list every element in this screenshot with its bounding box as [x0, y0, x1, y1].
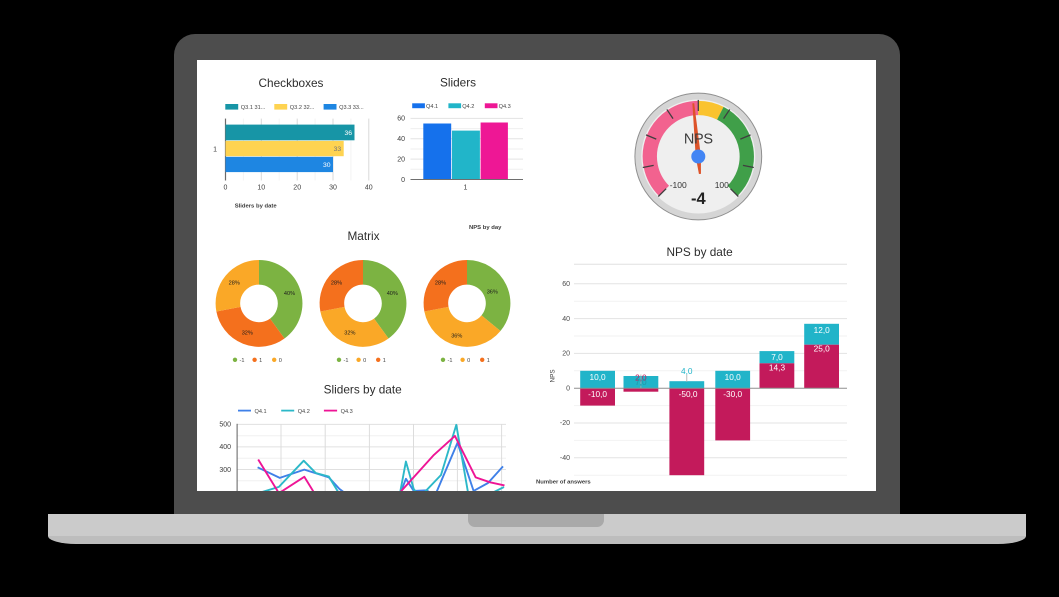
- svg-text:-1: -1: [240, 358, 245, 364]
- svg-text:10,0: 10,0: [725, 372, 742, 382]
- svg-text:Sliders: Sliders: [440, 76, 476, 90]
- svg-text:Q4.1: Q4.1: [426, 104, 438, 110]
- svg-text:-10,0: -10,0: [588, 389, 607, 399]
- svg-text:36%: 36%: [451, 334, 462, 340]
- svg-text:7,0: 7,0: [771, 352, 783, 362]
- svg-text:NPS: NPS: [684, 131, 713, 147]
- svg-text:-1: -1: [344, 358, 349, 364]
- svg-text:10: 10: [257, 185, 265, 192]
- svg-text:28%: 28%: [435, 280, 446, 286]
- svg-text:-40: -40: [560, 455, 570, 462]
- svg-text:10,0: 10,0: [590, 372, 607, 382]
- svg-text:1: 1: [213, 147, 217, 154]
- svg-text:25,0: 25,0: [814, 343, 831, 353]
- svg-text:40: 40: [562, 316, 570, 323]
- svg-text:Q4.2: Q4.2: [298, 409, 310, 415]
- svg-text:1: 1: [487, 358, 490, 364]
- svg-text:Number of answers: Number of answers: [536, 480, 591, 486]
- svg-text:-20: -20: [560, 420, 570, 427]
- svg-text:33: 33: [334, 146, 342, 153]
- svg-text:0: 0: [467, 358, 470, 364]
- svg-text:0: 0: [363, 358, 366, 364]
- svg-text:-30,0: -30,0: [723, 389, 742, 399]
- svg-text:Sliders by date: Sliders by date: [324, 383, 402, 397]
- svg-text:1: 1: [259, 358, 262, 364]
- svg-text:-4: -4: [691, 190, 706, 208]
- svg-text:100: 100: [715, 180, 729, 190]
- svg-text:NPS by date: NPS by date: [666, 245, 733, 259]
- svg-text:400: 400: [219, 444, 231, 451]
- svg-text:-50,0: -50,0: [679, 389, 698, 399]
- svg-text:7,0: 7,0: [635, 377, 647, 387]
- svg-text:-1: -1: [448, 358, 453, 364]
- svg-text:Q4.2: Q4.2: [462, 104, 474, 110]
- svg-text:0: 0: [224, 185, 228, 192]
- svg-text:Q4.3: Q4.3: [341, 409, 353, 415]
- svg-text:4,0: 4,0: [681, 366, 693, 376]
- svg-text:NPS by day: NPS by day: [469, 225, 502, 231]
- svg-text:-100: -100: [670, 180, 687, 190]
- svg-text:1: 1: [463, 185, 467, 192]
- svg-text:0: 0: [279, 358, 282, 364]
- svg-text:Q4.1: Q4.1: [255, 409, 267, 415]
- svg-text:36%: 36%: [487, 289, 498, 295]
- svg-text:NPS: NPS: [550, 369, 557, 382]
- svg-text:32%: 32%: [242, 330, 253, 336]
- svg-text:Q3.2 32...: Q3.2 32...: [290, 105, 315, 111]
- svg-text:0: 0: [566, 385, 570, 392]
- svg-text:Checkboxes: Checkboxes: [259, 76, 324, 90]
- svg-text:28%: 28%: [331, 280, 342, 286]
- svg-text:Q3.1 31...: Q3.1 31...: [241, 105, 266, 111]
- svg-text:Sliders by date: Sliders by date: [235, 204, 278, 210]
- svg-text:1: 1: [383, 358, 386, 364]
- svg-text:12,0: 12,0: [814, 325, 831, 335]
- svg-text:60: 60: [562, 281, 570, 288]
- svg-text:500: 500: [219, 422, 231, 429]
- svg-text:60: 60: [397, 116, 405, 123]
- svg-text:30: 30: [329, 185, 337, 192]
- svg-text:40%: 40%: [284, 291, 295, 297]
- svg-text:32%: 32%: [344, 330, 355, 336]
- svg-text:36: 36: [344, 130, 352, 137]
- svg-text:0: 0: [401, 177, 405, 184]
- svg-text:2,0: 2,0: [635, 373, 647, 383]
- svg-text:20: 20: [397, 156, 405, 163]
- svg-text:Matrix: Matrix: [347, 229, 379, 243]
- svg-text:14,3: 14,3: [769, 363, 786, 373]
- svg-text:300: 300: [219, 467, 231, 474]
- svg-text:40: 40: [365, 185, 373, 192]
- svg-text:Q3.3 33...: Q3.3 33...: [339, 105, 364, 111]
- svg-text:20: 20: [293, 185, 301, 192]
- svg-text:Q4.3: Q4.3: [499, 104, 511, 110]
- svg-text:30: 30: [323, 162, 331, 169]
- svg-text:40%: 40%: [387, 291, 398, 297]
- svg-text:28%: 28%: [229, 280, 240, 286]
- svg-text:20: 20: [562, 351, 570, 358]
- svg-text:40: 40: [397, 136, 405, 143]
